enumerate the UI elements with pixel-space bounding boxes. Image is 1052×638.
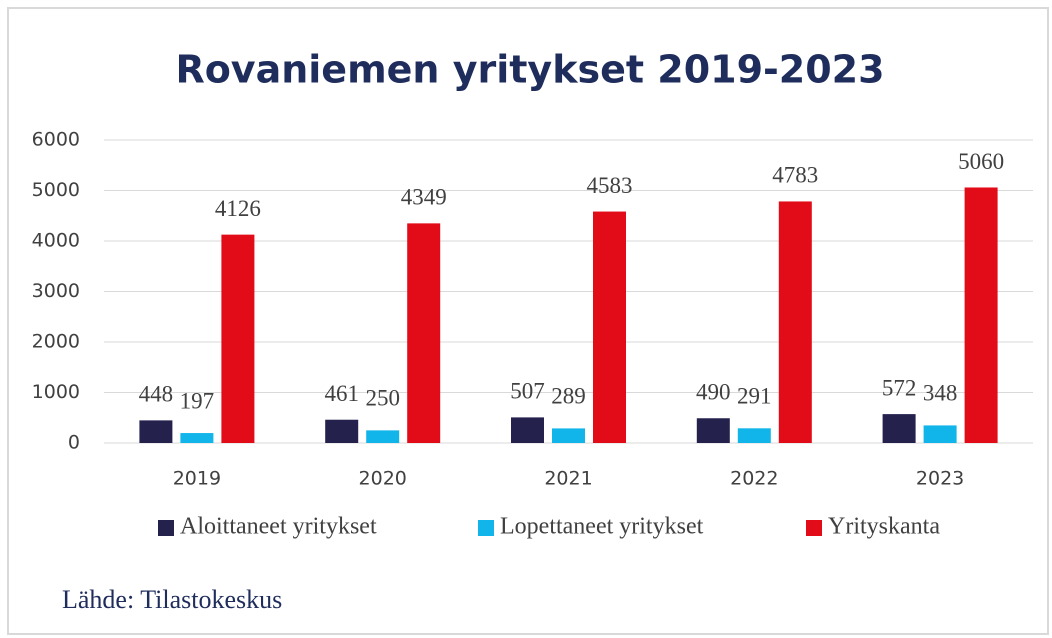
data-label: 572 [882, 375, 917, 400]
data-label: 507 [510, 379, 545, 404]
data-label: 291 [737, 384, 772, 409]
x-tick-label: 2023 [916, 468, 964, 490]
legend-label: Yrityskanta [828, 514, 940, 540]
bar [407, 223, 441, 443]
bar [964, 187, 998, 443]
bar [139, 420, 173, 443]
y-tick-label: 4000 [32, 230, 80, 252]
data-label: 348 [923, 381, 958, 406]
data-label: 490 [696, 380, 731, 405]
data-label: 4349 [401, 185, 447, 210]
data-label: 4126 [215, 196, 261, 221]
data-label: 5060 [958, 149, 1004, 174]
bar [778, 201, 812, 443]
x-tick-label: 2021 [544, 468, 592, 490]
chart-title: Rovaniemen yritykset 2019-2023 [175, 48, 884, 92]
legend-swatch [478, 520, 494, 536]
data-label: 4583 [587, 173, 633, 198]
bar [511, 417, 544, 443]
bar [923, 425, 957, 443]
x-tick-label: 2019 [173, 468, 221, 490]
x-tick-label: 2020 [359, 468, 407, 490]
source: Lähde: Tilastokeskus [62, 585, 282, 614]
data-label: 197 [180, 388, 215, 413]
y-tick-label: 6000 [32, 129, 80, 151]
data-label: 448 [139, 382, 174, 407]
bar [180, 433, 214, 443]
chart-frame [7, 7, 1049, 635]
bar [882, 414, 916, 443]
bar [696, 418, 730, 443]
y-tick-label: 0 [68, 432, 80, 454]
data-label: 461 [324, 381, 359, 406]
bar [366, 430, 400, 443]
y-tick-label: 1000 [32, 381, 80, 403]
data-label: 250 [365, 386, 400, 411]
y-tick-label: 3000 [32, 280, 80, 302]
legend-swatch [806, 520, 822, 536]
y-tick-label: 5000 [32, 179, 80, 201]
x-tick-label: 2022 [730, 468, 778, 490]
bar [221, 234, 255, 443]
legend-swatch [158, 520, 174, 536]
y-tick-label: 2000 [32, 331, 80, 353]
legend-label: Lopettaneet yritykset [500, 514, 704, 540]
data-label: 289 [551, 384, 586, 409]
bar [737, 428, 771, 443]
legend-label: Aloittaneet yritykset [180, 514, 377, 540]
bar [325, 419, 359, 443]
data-label: 4783 [772, 163, 818, 188]
bar [593, 211, 626, 443]
bar [552, 428, 585, 443]
